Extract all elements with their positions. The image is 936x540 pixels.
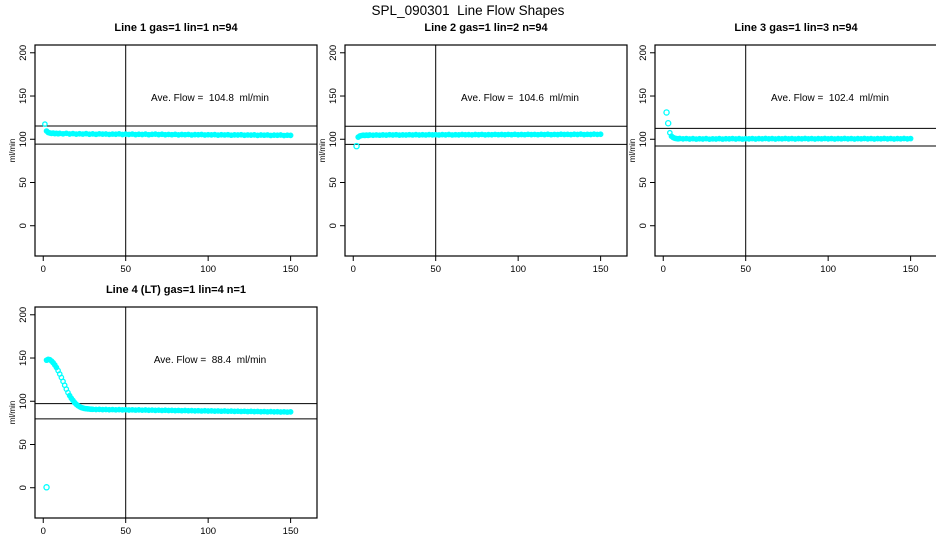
subplot-title: Line 4 (LT) gas=1 lin=4 n=1 xyxy=(105,284,247,296)
x-tick-label: 50 xyxy=(120,264,131,275)
outlier-point xyxy=(353,142,360,150)
x-tick-label: 0 xyxy=(661,264,666,275)
y-tick-label: 150 xyxy=(18,88,29,104)
data-points xyxy=(42,121,294,139)
data-points xyxy=(353,131,604,150)
plot-area-line-4: 0 50 100 150 0 50 100 150 200 ml/min xyxy=(8,306,318,537)
average-flow-annotation: Ave. Flow = 104.6 ml/min xyxy=(461,93,579,104)
x-tick-label: 100 xyxy=(200,264,216,275)
subplot-line-1: 0 50 100 150 0 50 100 150 200 ml/min Line 1 gas=1… xyxy=(8,20,320,276)
y-tick-label: 200 xyxy=(328,45,339,61)
y-tick-label: 50 xyxy=(328,177,339,188)
plot-box xyxy=(34,306,318,519)
subplot-title: Line 2 gas=1 lin=2 n=94 xyxy=(424,22,548,34)
x-tick-label: 100 xyxy=(820,264,836,275)
x-tick-label: 0 xyxy=(351,264,356,275)
plot-area-line-3: 0 50 100 150 0 50 100 150 200 ml/min xyxy=(628,44,936,275)
y-tick-label: 100 xyxy=(18,393,29,409)
y-tick-label: 150 xyxy=(18,350,29,366)
axes: 0 50 100 150 0 50 100 150 200 xyxy=(328,45,609,275)
subplot-line-3: 0 50 100 150 0 50 100 150 200 ml/min Line 3 gas=1… xyxy=(628,20,936,276)
x-tick-label: 50 xyxy=(120,526,131,537)
x-tick-label: 150 xyxy=(283,526,299,537)
data-points xyxy=(43,356,294,491)
y-tick-label: 100 xyxy=(18,131,29,147)
y-tick-label: 50 xyxy=(638,177,649,188)
y-tick-label: 200 xyxy=(638,45,649,61)
average-flow-annotation: Ave. Flow = 104.8 ml/min xyxy=(151,93,269,104)
x-tick-label: 150 xyxy=(283,264,299,275)
y-axis-label: ml/min xyxy=(628,139,637,163)
plot-area-line-2: 0 50 100 150 0 50 100 150 200 ml/min xyxy=(318,44,628,275)
page-title: SPL_090301 Line Flow Shapes xyxy=(371,3,565,18)
average-flow-annotation: Ave. Flow = 88.4 ml/min xyxy=(153,355,267,366)
axes: 0 50 100 150 0 50 100 150 200 xyxy=(18,307,299,537)
y-tick-label: 150 xyxy=(638,88,649,104)
subplot-line-4: 0 50 100 150 0 50 100 150 200 ml/min Line 4 (LT) … xyxy=(8,282,320,538)
y-tick-label: 100 xyxy=(328,131,339,147)
y-tick-label: 0 xyxy=(638,223,649,228)
x-tick-label: 150 xyxy=(593,264,609,275)
plot-area-line-1: 0 50 100 150 0 50 100 150 200 ml/min xyxy=(8,44,318,275)
y-axis-label: ml/min xyxy=(318,139,327,163)
x-tick-label: 50 xyxy=(430,264,441,275)
plot-box xyxy=(34,44,318,257)
y-tick-label: 200 xyxy=(18,307,29,323)
x-tick-label: 0 xyxy=(41,264,46,275)
y-tick-label: 0 xyxy=(18,223,29,228)
y-tick-label: 100 xyxy=(638,131,649,147)
subplot-title: Line 3 gas=1 lin=3 n=94 xyxy=(734,22,858,34)
x-tick-label: 100 xyxy=(510,264,526,275)
outlier-point xyxy=(43,484,50,491)
y-tick-label: 50 xyxy=(18,439,29,450)
x-tick-label: 100 xyxy=(200,526,216,537)
y-tick-label: 0 xyxy=(328,223,339,228)
y-axis-label: ml/min xyxy=(8,139,17,163)
y-tick-label: 0 xyxy=(18,485,29,490)
data-points xyxy=(663,109,914,143)
axes: 0 50 100 150 0 50 100 150 200 xyxy=(18,45,299,275)
y-tick-label: 150 xyxy=(328,88,339,104)
plot-box xyxy=(654,44,936,257)
x-tick-label: 0 xyxy=(41,526,46,537)
axes: 0 50 100 150 0 50 100 150 200 xyxy=(638,45,919,275)
y-axis-label: ml/min xyxy=(8,401,17,425)
plot-box xyxy=(344,44,628,257)
subplot-title: Line 1 gas=1 lin=1 n=94 xyxy=(114,22,238,34)
x-tick-label: 150 xyxy=(903,264,919,275)
x-tick-label: 50 xyxy=(740,264,751,275)
outlier-point xyxy=(663,109,670,116)
outlier-point xyxy=(664,120,672,127)
average-flow-annotation: Ave. Flow = 102.4 ml/min xyxy=(771,93,889,104)
subplot-line-2: 0 50 100 150 0 50 100 150 200 ml/min Line 2 gas=1… xyxy=(318,20,630,276)
y-tick-label: 200 xyxy=(18,45,29,61)
y-tick-label: 50 xyxy=(18,177,29,188)
